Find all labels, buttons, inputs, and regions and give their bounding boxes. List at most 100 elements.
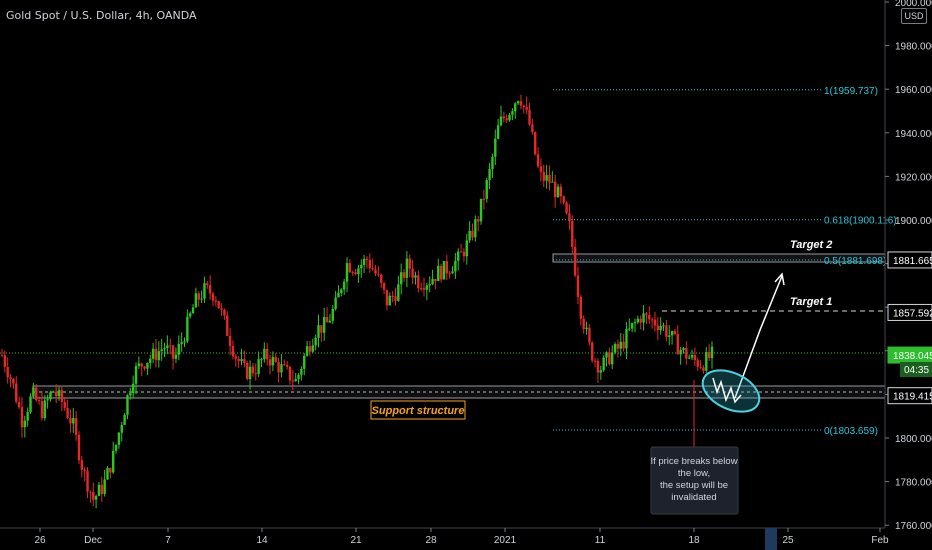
candle-body: [573, 246, 577, 276]
candle: [696, 357, 699, 371]
candle-body: [457, 251, 460, 261]
x-tick-label: 14: [256, 535, 268, 546]
candle: [465, 234, 468, 265]
candle: [248, 360, 252, 390]
candle-body: [35, 387, 38, 401]
candle-body: [220, 308, 223, 310]
candle-body: [334, 297, 337, 310]
price-tag: [887, 303, 932, 321]
candle-body: [203, 283, 206, 299]
candle: [565, 201, 568, 215]
candle-body: [237, 358, 240, 362]
candle: [160, 338, 163, 361]
candle: [260, 357, 263, 367]
candle: [687, 354, 691, 360]
candle-body: [126, 395, 129, 415]
candle-body: [394, 296, 397, 301]
candle-body: [277, 361, 280, 373]
candle-body: [673, 331, 677, 334]
candle-body: [171, 345, 175, 359]
candle-body: [69, 417, 72, 424]
candle: [351, 270, 354, 276]
currency-badge[interactable]: USD: [901, 8, 927, 24]
candle: [582, 315, 585, 334]
candle-body: [596, 360, 600, 373]
candle-body: [551, 181, 554, 183]
candle: [157, 341, 161, 368]
candle-body: [485, 180, 488, 199]
candle-body: [431, 278, 434, 285]
candle: [442, 260, 446, 280]
candle-body: [274, 357, 277, 362]
candle-body: [77, 434, 81, 461]
candle-body: [231, 346, 235, 357]
candle: [514, 102, 517, 119]
candle-body: [263, 348, 266, 360]
candle: [331, 305, 334, 325]
candle: [146, 362, 149, 376]
candle: [408, 254, 411, 278]
candle-body: [553, 181, 557, 198]
candle-body: [92, 491, 95, 500]
price-tag: [887, 387, 932, 405]
candle: [60, 385, 64, 412]
candle: [479, 198, 483, 225]
candle-body: [656, 325, 660, 331]
candle: [639, 315, 642, 330]
candle: [628, 318, 631, 332]
candle: [511, 108, 514, 121]
candle-body: [685, 347, 688, 359]
candle-body: [114, 444, 118, 451]
candle: [137, 356, 141, 370]
candle: [220, 303, 223, 316]
candle: [43, 395, 46, 421]
candle: [685, 341, 688, 365]
candle-body: [243, 359, 246, 364]
candle: [149, 354, 152, 369]
candle: [57, 386, 61, 401]
candle: [311, 338, 315, 353]
candle: [337, 285, 340, 298]
candle-body: [12, 378, 15, 384]
candle-body: [630, 322, 634, 329]
candle: [422, 277, 426, 297]
candle: [531, 118, 534, 135]
candle-body: [160, 349, 163, 352]
candle: [665, 320, 668, 342]
candle-body: [502, 116, 506, 119]
candle: [645, 311, 648, 325]
candle-body: [63, 401, 66, 409]
candle: [385, 289, 389, 311]
candle-body: [268, 359, 272, 366]
candle: [670, 330, 674, 345]
candle: [237, 356, 240, 368]
candle-body: [425, 285, 429, 290]
candle-body: [360, 264, 363, 269]
candle-body: [565, 202, 568, 214]
candle-body: [6, 366, 9, 378]
candle-body: [371, 268, 374, 270]
candle: [636, 315, 640, 324]
candle-body: [260, 359, 263, 361]
candle: [180, 332, 183, 352]
candle-body: [283, 364, 286, 366]
candle: [428, 276, 431, 293]
candle: [707, 344, 711, 362]
candle-body: [531, 124, 534, 133]
candle: [86, 466, 89, 498]
candle-body: [154, 348, 158, 361]
candle: [328, 314, 332, 324]
candle: [573, 238, 577, 278]
candle: [103, 470, 106, 497]
candle-body: [448, 273, 451, 275]
candle-body: [676, 333, 679, 355]
note-line: If price breaks below: [650, 456, 737, 467]
candle: [434, 278, 437, 290]
candle-body: [462, 251, 466, 257]
candle: [502, 111, 506, 123]
candle-body: [342, 281, 346, 290]
candle-body: [285, 364, 289, 367]
candle: [622, 333, 625, 352]
x-tick-label: 25: [782, 535, 794, 546]
